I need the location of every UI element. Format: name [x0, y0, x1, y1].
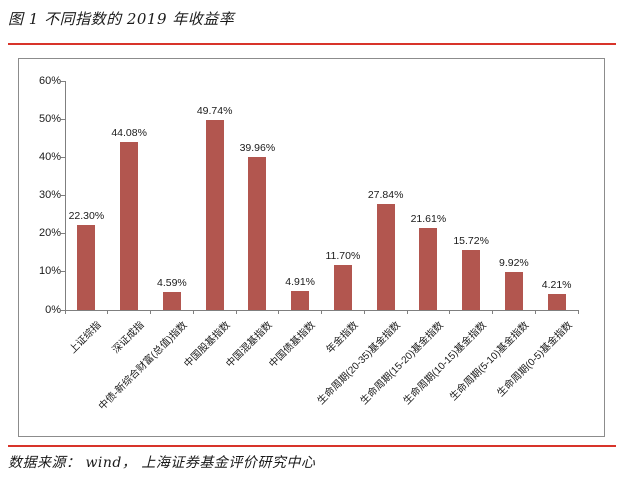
bar-value-label: 15.72% [453, 235, 489, 247]
x-axis-tick [150, 311, 151, 314]
y-tick-label: 40% [38, 150, 61, 163]
x-axis-tick [534, 311, 536, 314]
x-axis-tick [107, 311, 109, 314]
y-axis-tick [61, 271, 65, 273]
bar-value-label: 22.30% [68, 209, 105, 222]
bar-value-label: 4.59% [156, 277, 187, 290]
bar-value-label: 27.84% [367, 188, 404, 201]
x-axis-tick [363, 311, 365, 314]
y-tick-label: 20% [38, 227, 61, 240]
bar [162, 292, 181, 310]
bar-chart-plot: 0% 10% 20% 30% 40% 50% 60% 22.30% 上证综指 44.08% 深证成指… [19, 59, 604, 436]
x-axis-tick [406, 311, 408, 314]
data-source-note: 数据来源： wind， 上海证券基金评价研究中心 [8, 455, 316, 471]
x-category-label: 深证成指 [110, 319, 147, 356]
x-axis-tick [492, 311, 493, 314]
top-rule [8, 43, 616, 45]
y-tick-label: 30% [38, 189, 61, 201]
x-category-label: 生命周期(5-10)基金指数 [448, 319, 532, 404]
bar [333, 265, 352, 310]
bar [205, 120, 224, 310]
x-axis-tick [278, 311, 280, 314]
x-axis-line [65, 310, 579, 311]
y-axis-tick [61, 156, 65, 158]
bar [547, 293, 566, 310]
x-category-label: 年金指数 [324, 319, 361, 356]
bar [77, 224, 96, 310]
bar [120, 141, 139, 310]
bar-value-label: 4.91% [285, 276, 316, 289]
x-axis-tick [449, 311, 451, 314]
bar-value-label: 4.21% [541, 278, 572, 291]
y-tick-label: 10% [38, 265, 61, 278]
y-tick-label: 0% [45, 303, 61, 316]
x-category-label: 上证综指 [67, 319, 104, 356]
bar-value-label: 21.61% [410, 212, 447, 225]
bar-value-label: 44.08% [111, 126, 147, 139]
bar [291, 291, 310, 310]
y-axis-tick [61, 80, 65, 82]
bar-value-label: 49.74% [196, 105, 233, 118]
bar [462, 250, 481, 310]
x-axis-tick [577, 311, 579, 314]
bar [376, 203, 395, 310]
bar [248, 157, 267, 310]
y-axis-line [65, 81, 66, 310]
y-axis-tick [61, 233, 65, 235]
chart-frame: 0% 10% 20% 30% 40% 50% 60% 22.30% 上证综指 44.08% 深证成指… [18, 58, 605, 437]
bar [504, 272, 523, 310]
x-axis-tick [192, 311, 194, 314]
bar-value-label: 11.70% [325, 250, 361, 263]
y-tick-label: 50% [38, 112, 61, 125]
bar [419, 227, 438, 310]
y-axis-tick [61, 118, 65, 120]
x-category-label: 生命周期(0-5)基金指数 [494, 319, 575, 400]
y-axis-tick [61, 195, 65, 196]
x-axis-tick [64, 311, 66, 314]
x-axis-tick [321, 311, 322, 314]
y-tick-label: 60% [38, 74, 61, 87]
bar-value-label: 9.92% [498, 257, 529, 270]
y-axis-tick [61, 309, 65, 311]
bottom-rule [8, 445, 616, 447]
figure-title: 图 1 不同指数的 2019 年收益率 [8, 10, 235, 28]
bar-value-label: 39.96% [239, 142, 276, 155]
x-axis-tick [235, 311, 237, 314]
